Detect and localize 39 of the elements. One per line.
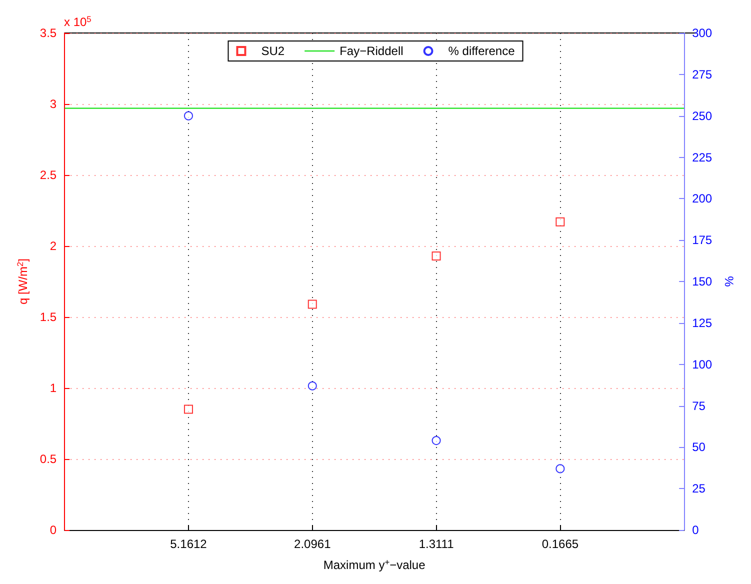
y-axis-title: q [W/m2] <box>15 258 30 304</box>
y-tick-label: 3.5 <box>40 26 57 40</box>
y2-tick-label: 25 <box>692 482 706 496</box>
x-tick-label: 0.1665 <box>542 537 579 551</box>
y-tick-label: 0.5 <box>40 452 57 466</box>
y2-tick-label: 75 <box>692 398 706 413</box>
point <box>184 404 193 414</box>
y2-tick-label: 225 <box>692 150 712 164</box>
point <box>308 300 317 309</box>
y2-tick-label: 200 <box>692 192 712 206</box>
point <box>556 464 565 474</box>
y-tick-label: 1 <box>50 381 57 395</box>
y-tick-label: 2.5 <box>40 168 57 182</box>
y2-tick-label: 100 <box>692 357 712 372</box>
y-tick-label: 2 <box>50 239 57 253</box>
y-tick-label: 1.5 <box>40 310 57 324</box>
y2-axis-title: % <box>722 276 736 288</box>
y2-tick-label: 0 <box>692 523 700 537</box>
point <box>308 381 317 390</box>
x-tick-label: 5.1612 <box>170 537 208 551</box>
x-tick-label: 1.3111 <box>418 537 454 551</box>
legend-label: % difference <box>448 44 516 58</box>
point <box>432 251 441 260</box>
x-axis-title: Maximum y+−value <box>323 557 426 572</box>
y2-tick-label: 150 <box>692 274 712 288</box>
y2-tick-label: 175 <box>692 233 712 248</box>
y2-tick-label: 275 <box>692 67 712 82</box>
y-tick-label: 3 <box>50 97 57 111</box>
point <box>184 111 193 120</box>
y2-tick-label: 300 <box>692 26 712 40</box>
legend-label: SU2 <box>261 44 285 58</box>
y2-tick-label: 250 <box>692 108 712 123</box>
y2-tick-label: 125 <box>692 316 712 330</box>
y2-tick-label: 50 <box>692 440 706 454</box>
x-tick-label: 2.0961 <box>294 537 332 551</box>
y-tick-label: 0 <box>50 523 57 537</box>
point <box>556 217 565 226</box>
point <box>432 436 441 446</box>
legend-label: Fay−Riddell <box>340 44 404 58</box>
